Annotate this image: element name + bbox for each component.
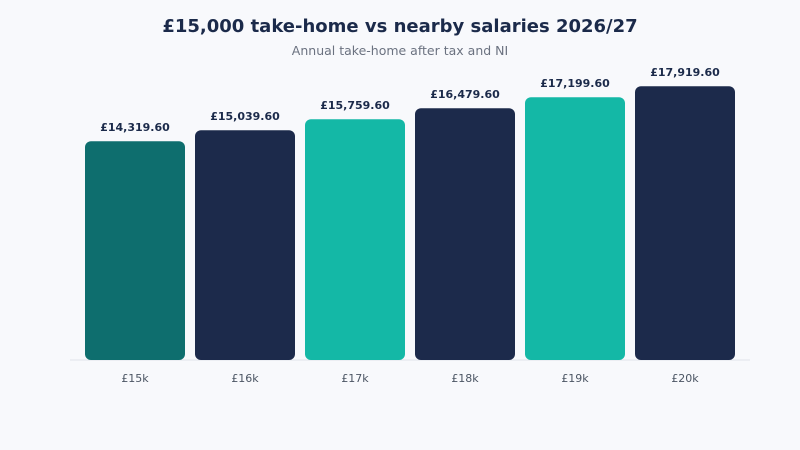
x-tick-label-0: £15k <box>121 372 149 385</box>
value-label-1: £15,039.60 <box>210 110 280 123</box>
value-label-4: £17,199.60 <box>540 77 610 90</box>
bar-1 <box>195 130 295 360</box>
value-label-3: £16,479.60 <box>430 88 500 101</box>
value-label-0: £14,319.60 <box>100 121 170 134</box>
x-tick-label-1: £16k <box>231 372 259 385</box>
chart-title: £15,000 take-home vs nearby salaries 202… <box>162 16 638 37</box>
bar-4 <box>525 97 625 360</box>
x-tick-label-3: £18k <box>451 372 479 385</box>
chart-subtitle: Annual take-home after tax and NI <box>291 43 509 58</box>
bar-2 <box>305 119 405 360</box>
value-label-5: £17,919.60 <box>650 66 720 79</box>
value-labels-group: £14,319.60 £15,039.60 £15,759.60 £16,479.60… <box>100 66 720 134</box>
value-label-2: £15,759.60 <box>320 99 390 112</box>
x-tick-label-2: £17k <box>341 372 369 385</box>
bar-3 <box>415 108 515 360</box>
tick-labels-group: £15k £16k £17k £18k £19k £20k <box>121 372 699 385</box>
bar-0 <box>85 141 185 360</box>
x-tick-label-5: £20k <box>671 372 699 385</box>
bar-5 <box>635 86 735 360</box>
x-tick-label-4: £19k <box>561 372 589 385</box>
bars-group <box>85 86 735 360</box>
